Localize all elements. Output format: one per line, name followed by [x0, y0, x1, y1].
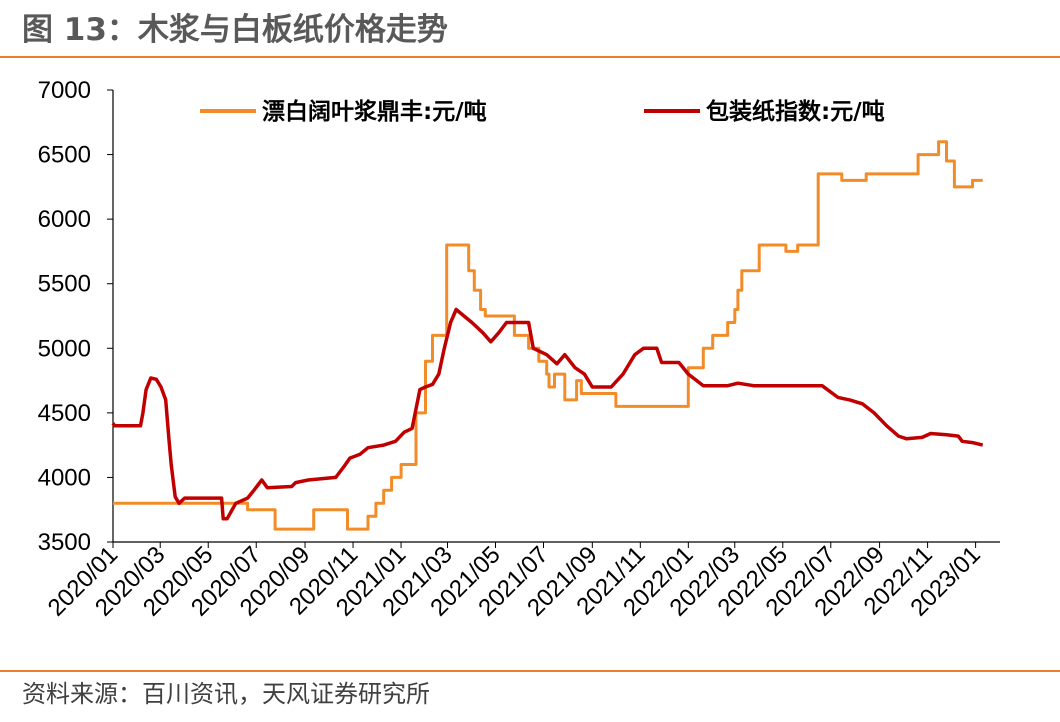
page-title: 图 13：木浆与白板纸价格走势: [22, 12, 448, 48]
y-axis: 3500 4000 4500 5000 5500 6000 6500 7000: [38, 77, 114, 556]
legend-label: 漂白阔叶浆鼎丰:元/吨: [262, 98, 487, 125]
y-tick-label: 7000: [38, 77, 91, 104]
y-tick-label: 4000: [38, 464, 91, 491]
y-tick-label: 6500: [38, 142, 91, 169]
legend: 漂白阔叶浆鼎丰:元/吨 包装纸指数:元/吨: [200, 98, 885, 125]
chart: 3500 4000 4500 5000 5500 6000 6500 7000 2020/01…: [38, 77, 1000, 622]
y-tick-label: 3500: [38, 529, 91, 556]
source-note: 资料来源：百川资讯，天风证券研究所: [22, 680, 430, 708]
legend-label: 包装纸指数:元/吨: [706, 98, 885, 125]
y-tick-label: 5000: [38, 335, 91, 362]
series-line-pulp: [113, 140, 983, 531]
series-layer: [111, 140, 984, 531]
y-tick-label: 5500: [38, 271, 91, 298]
title-rule: [0, 56, 1060, 58]
y-tick-label: 6000: [38, 206, 91, 233]
footer-rule: [0, 670, 1060, 672]
x-axis: 2020/012020/032020/052020/072020/092020/…: [43, 541, 1000, 622]
series-line-packaging: [111, 307, 984, 521]
y-tick-label: 4500: [38, 400, 91, 427]
